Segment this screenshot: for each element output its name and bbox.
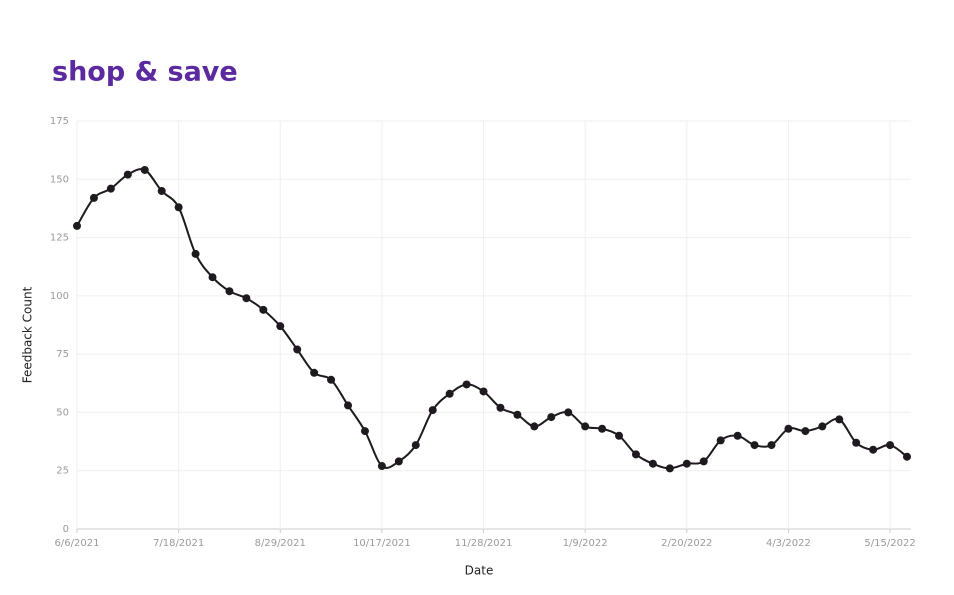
point <box>225 287 234 296</box>
point <box>530 422 539 431</box>
point <box>106 184 115 193</box>
point <box>665 464 674 473</box>
point <box>513 410 522 419</box>
y-tick-label: 175 <box>50 116 69 127</box>
x-tick-label: 4/3/2022 <box>766 538 811 549</box>
point <box>310 368 319 377</box>
point <box>89 193 98 202</box>
y-axis-label: Feedback Count <box>21 286 35 383</box>
point <box>293 345 302 354</box>
point <box>496 403 505 412</box>
x-tick-label: 2/20/2022 <box>661 538 712 549</box>
point <box>598 424 607 433</box>
point <box>767 441 776 450</box>
point <box>344 401 353 410</box>
point <box>784 424 793 433</box>
point <box>615 431 624 440</box>
point <box>631 450 640 459</box>
y-tick-label: 50 <box>56 407 69 418</box>
chart-title: shop & save <box>52 57 238 88</box>
point <box>903 452 911 461</box>
point <box>140 165 149 174</box>
point <box>869 445 878 454</box>
point <box>750 441 759 450</box>
point <box>462 380 471 389</box>
y-tick-label: 100 <box>50 291 69 302</box>
point <box>208 273 217 282</box>
point <box>327 375 336 384</box>
point <box>191 249 200 258</box>
point <box>411 441 420 450</box>
point <box>259 305 268 314</box>
x-tick-label: 10/17/2021 <box>353 538 411 549</box>
point <box>564 408 573 417</box>
line <box>76 168 908 470</box>
point <box>733 431 742 440</box>
point <box>276 322 285 331</box>
point <box>377 462 386 471</box>
point <box>716 436 725 445</box>
point <box>73 221 81 230</box>
point <box>547 413 556 422</box>
x-tick-label: 7/18/2021 <box>153 538 204 549</box>
point <box>648 459 657 468</box>
point <box>242 294 251 303</box>
point <box>428 406 437 415</box>
y-tick-label: 75 <box>56 349 69 360</box>
point <box>801 427 810 436</box>
point <box>174 203 183 212</box>
point <box>123 170 132 179</box>
point <box>682 459 691 468</box>
x-axis-label: Date <box>465 564 494 578</box>
point <box>394 457 403 466</box>
x-tick-label: 6/6/2021 <box>55 538 100 549</box>
point <box>445 389 454 398</box>
point <box>886 441 895 450</box>
x-tick-label: 5/15/2022 <box>864 538 915 549</box>
x-tick-label: 8/29/2021 <box>255 538 306 549</box>
y-tick-label: 150 <box>50 174 69 185</box>
point <box>479 387 488 396</box>
point <box>157 186 166 195</box>
y-tick-label: 0 <box>63 524 69 535</box>
point <box>360 427 369 436</box>
x-tick-label: 1/9/2022 <box>563 538 608 549</box>
point <box>581 422 590 431</box>
point <box>699 457 708 466</box>
point <box>852 438 861 447</box>
x-tick-label: 11/28/2021 <box>455 538 513 549</box>
y-tick-label: 25 <box>56 466 69 477</box>
y-tick-label: 125 <box>50 233 69 244</box>
point <box>818 422 827 431</box>
point <box>835 415 844 424</box>
